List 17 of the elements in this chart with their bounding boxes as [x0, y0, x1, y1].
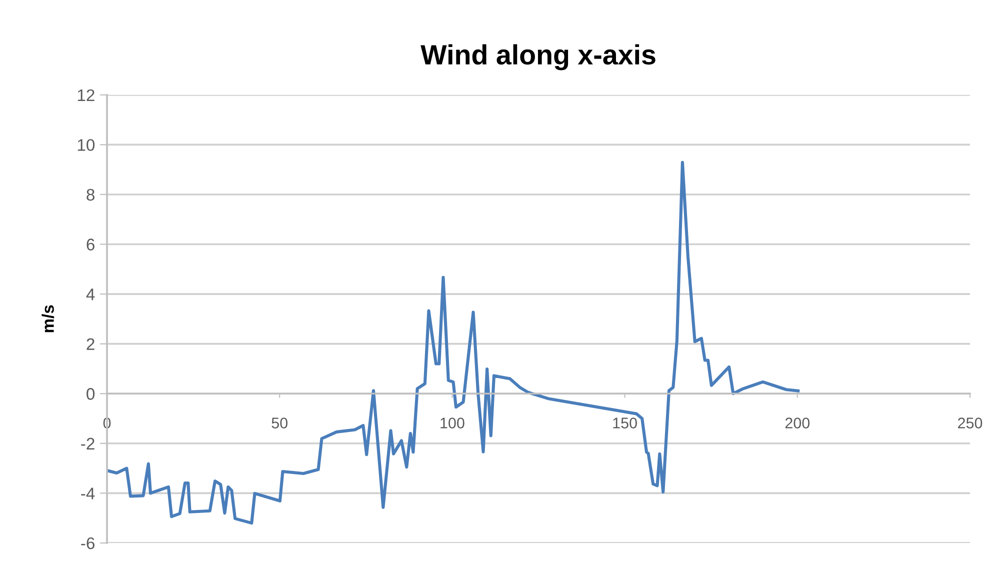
y-tick-label: 6 [86, 238, 94, 250]
y-tick-label: 0 [86, 388, 95, 400]
chart-title: Wind along x-axis [420, 44, 656, 70]
x-tick-label: 100 [440, 418, 464, 428]
y-tick-label: 10 [78, 139, 95, 151]
y-tick-label: 8 [86, 188, 94, 201]
y-tick-label: -6 [81, 537, 94, 550]
y-tick-label: 4 [86, 288, 95, 300]
x-tick-label: 200 [785, 418, 810, 428]
x-tick-label: 250 [958, 418, 982, 428]
y-tick-label: -4 [81, 488, 95, 500]
y-tick-label: -2 [81, 438, 94, 450]
y-tick-label: 12 [78, 89, 94, 101]
x-tick-label: 150 [613, 418, 637, 428]
y-tick-label: 2 [86, 338, 94, 350]
y-axis-title: m/s [42, 305, 54, 332]
x-tick-label: 50 [272, 418, 288, 428]
